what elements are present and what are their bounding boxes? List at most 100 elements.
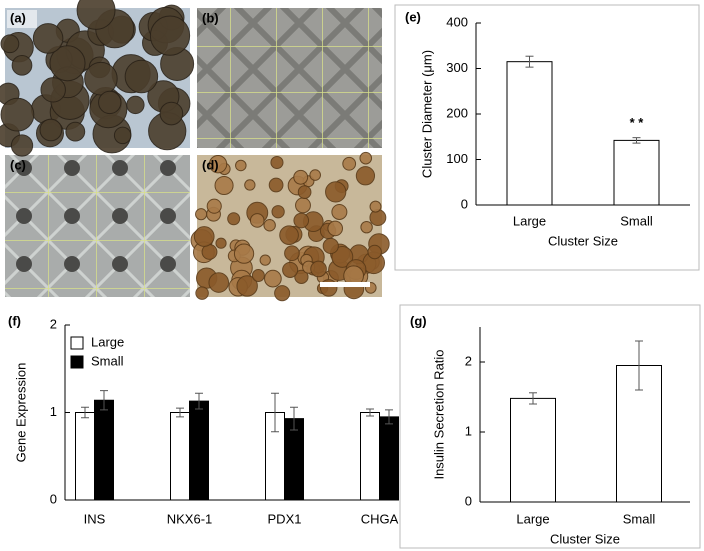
error-bar bbox=[529, 392, 537, 405]
cluster bbox=[195, 208, 208, 221]
bar bbox=[189, 400, 209, 501]
panel-frame bbox=[394, 4, 700, 271]
y-axis-label: Cluster Diameter (μm) bbox=[419, 50, 434, 178]
x-tick-label: PDX1 bbox=[268, 511, 302, 526]
cluster bbox=[297, 185, 312, 199]
bar bbox=[506, 61, 553, 206]
y-axis-label: Insulin Secretion Ratio bbox=[431, 349, 446, 479]
cluster bbox=[369, 200, 382, 213]
bar bbox=[613, 139, 660, 206]
y-tick-label: 1 bbox=[50, 404, 57, 419]
cluster bbox=[208, 272, 230, 293]
y-axis-label: Gene Expression bbox=[13, 363, 28, 463]
cluster bbox=[214, 175, 234, 196]
legend-swatch bbox=[70, 355, 84, 369]
bar bbox=[284, 418, 304, 501]
cluster bbox=[284, 245, 300, 262]
y-tick-label: 300 bbox=[446, 60, 468, 75]
cluster bbox=[215, 237, 227, 249]
error-bar bbox=[635, 340, 643, 391]
cluster bbox=[270, 155, 284, 170]
cluster bbox=[263, 219, 276, 232]
error-bar bbox=[100, 390, 108, 411]
cluster bbox=[310, 260, 327, 278]
cluster bbox=[325, 181, 347, 203]
cluster bbox=[264, 269, 282, 288]
micrographs: (a) (b) (c) (d) bbox=[0, 0, 390, 302]
cluster bbox=[65, 121, 86, 142]
legend-label: Large bbox=[91, 334, 124, 349]
cluster bbox=[10, 134, 34, 157]
photo-c bbox=[5, 155, 190, 297]
cluster bbox=[360, 220, 373, 234]
panel-label: (d) bbox=[202, 157, 219, 172]
y-tick-label: 0 bbox=[50, 491, 57, 506]
cluster bbox=[331, 203, 348, 220]
cluster bbox=[236, 275, 258, 297]
cluster bbox=[0, 97, 35, 132]
cluster bbox=[259, 254, 271, 266]
y-tick-label: 0 bbox=[465, 493, 472, 508]
y-tick-label: 200 bbox=[446, 105, 468, 120]
error-bar bbox=[271, 392, 279, 433]
cluster bbox=[126, 95, 145, 115]
label-bg bbox=[7, 10, 37, 28]
cluster bbox=[359, 151, 373, 165]
x-tick-label: INS bbox=[84, 511, 106, 526]
panel-label: (f) bbox=[8, 313, 21, 328]
panel-label: (c) bbox=[10, 157, 26, 172]
x-tick-label: Large bbox=[516, 511, 549, 526]
cluster bbox=[39, 118, 63, 142]
x-tick-label: Large bbox=[513, 213, 546, 228]
cluster bbox=[271, 205, 285, 219]
cluster bbox=[367, 244, 382, 260]
error-bar bbox=[290, 406, 298, 431]
x-tick-label: Small bbox=[623, 511, 656, 526]
cluster bbox=[149, 15, 191, 56]
annotation: * * bbox=[630, 115, 645, 130]
y-tick-label: 0 bbox=[461, 196, 468, 211]
x-tick-label: Small bbox=[620, 213, 653, 228]
cluster bbox=[331, 245, 354, 268]
y-tick-label: 1 bbox=[465, 423, 472, 438]
cluster bbox=[293, 212, 310, 229]
panel-label: (a) bbox=[10, 10, 26, 25]
cluster bbox=[76, 0, 116, 30]
cluster bbox=[49, 45, 86, 82]
bar bbox=[379, 416, 399, 501]
cluster bbox=[11, 54, 33, 76]
x-axis-label: Cluster Size bbox=[550, 531, 620, 546]
cluster bbox=[279, 225, 299, 246]
cluster bbox=[208, 154, 228, 174]
error-bar bbox=[81, 406, 89, 419]
cluster bbox=[355, 166, 376, 186]
y-tick-label: 100 bbox=[446, 151, 468, 166]
y-tick-label: 2 bbox=[50, 316, 57, 331]
cluster bbox=[268, 177, 284, 193]
cluster bbox=[295, 197, 311, 214]
cluster bbox=[32, 23, 64, 54]
cluster bbox=[327, 220, 343, 237]
bar bbox=[170, 412, 190, 501]
cluster bbox=[193, 226, 215, 247]
cluster bbox=[40, 77, 66, 103]
cluster bbox=[282, 261, 299, 278]
cluster bbox=[227, 212, 241, 226]
cluster bbox=[249, 213, 265, 228]
cluster bbox=[293, 169, 309, 185]
error-bar bbox=[176, 407, 184, 418]
error-bar bbox=[385, 409, 393, 425]
cluster bbox=[235, 159, 247, 172]
panel-label: (g) bbox=[410, 313, 427, 328]
cluster bbox=[124, 59, 159, 94]
clusters bbox=[0, 0, 390, 302]
bar bbox=[360, 412, 380, 501]
error-bar bbox=[632, 137, 641, 144]
scale-bar bbox=[320, 282, 370, 287]
bar bbox=[75, 412, 95, 501]
cluster bbox=[309, 169, 321, 181]
legend-swatch bbox=[70, 336, 84, 350]
cluster bbox=[0, 34, 20, 54]
cluster bbox=[274, 285, 291, 302]
